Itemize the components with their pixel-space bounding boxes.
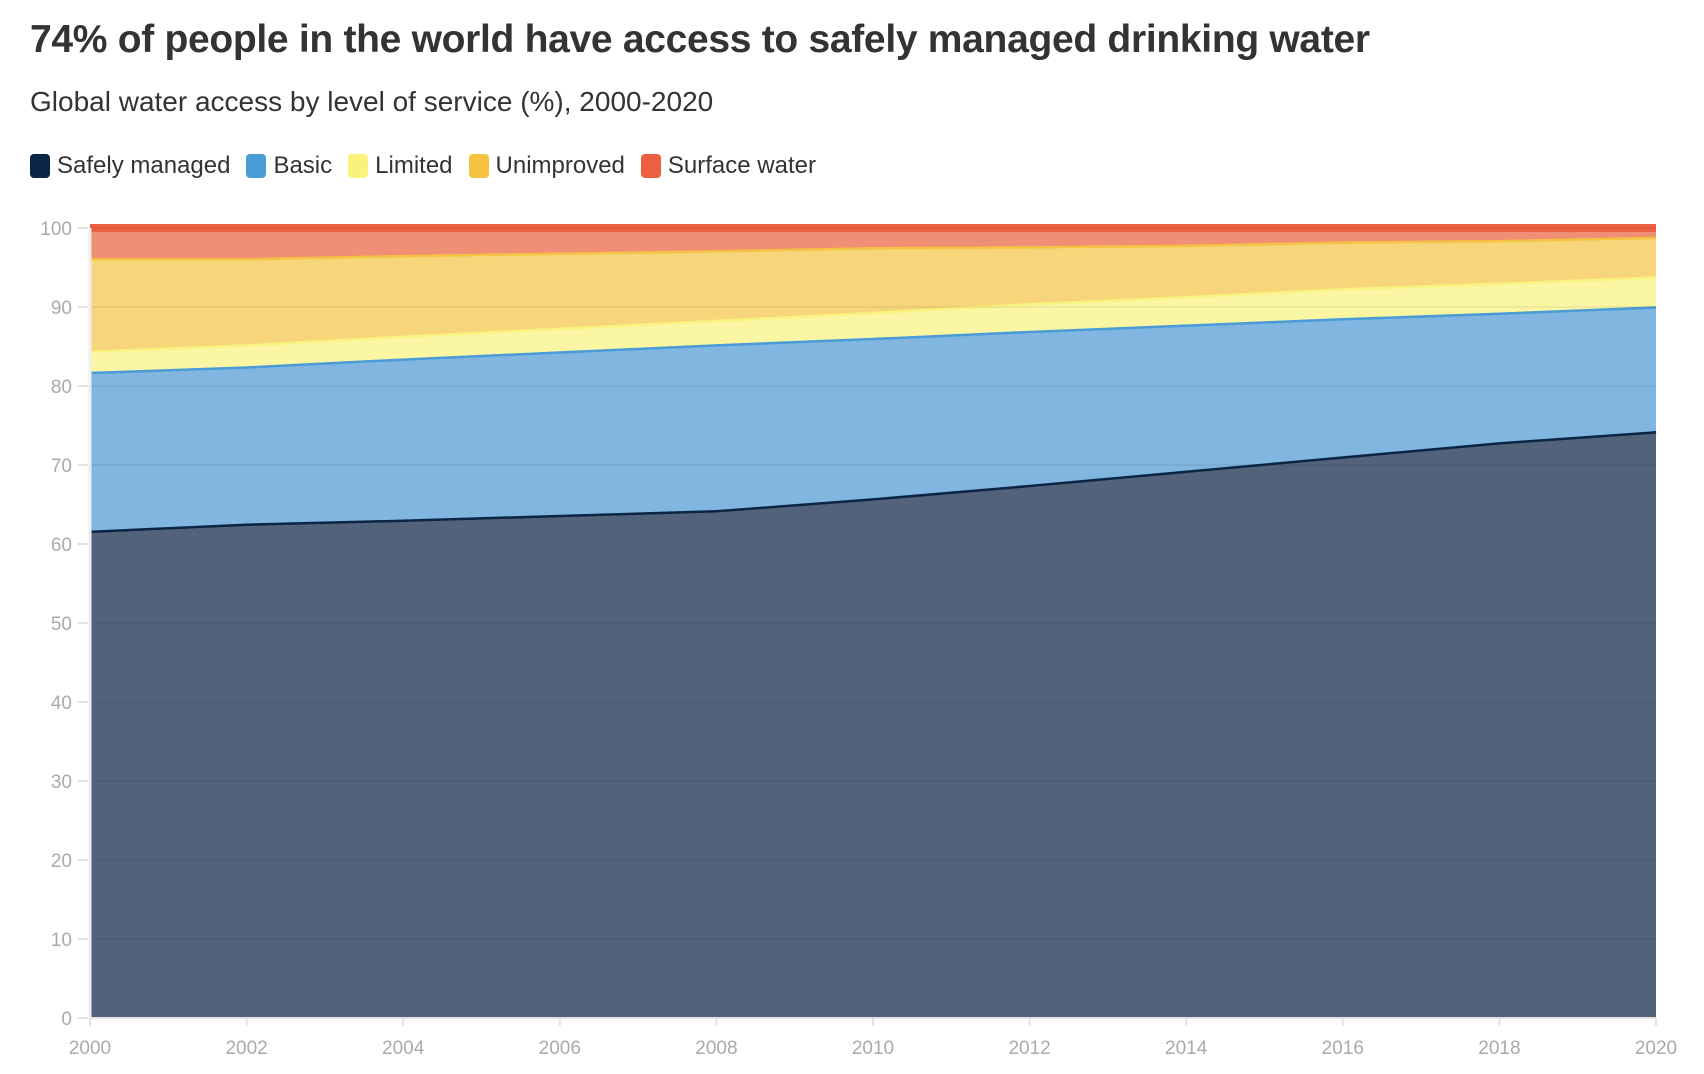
legend-label: Safely managed xyxy=(57,152,231,179)
area-limited xyxy=(90,276,1656,372)
chart-subtitle: Global water access by level of service … xyxy=(30,86,714,117)
y-tick-label: 60 xyxy=(51,535,72,556)
area-safely-managed xyxy=(90,431,1656,1018)
legend: Safely managed Basic Limited Unimproved Surf… xyxy=(30,152,816,180)
x-tick-label: 2020 xyxy=(1635,1038,1677,1059)
x-tick-label: 2008 xyxy=(695,1038,737,1059)
legend-swatch xyxy=(640,154,661,178)
legend-label: Surface water xyxy=(667,152,816,179)
y-tick-label: 50 xyxy=(51,614,72,635)
x-tick-label: 2016 xyxy=(1322,1038,1364,1059)
y-tick-label: 0 xyxy=(61,1009,72,1030)
area-surface-water xyxy=(90,228,1656,259)
x-tick-label: 2012 xyxy=(1008,1038,1050,1059)
legend-label: Basic xyxy=(273,152,333,179)
legend-item: Safely managed xyxy=(30,152,230,180)
legend-swatch xyxy=(30,154,50,178)
legend-item: Unimproved xyxy=(468,152,625,180)
y-tick-label: 100 xyxy=(40,219,72,240)
area-unimproved xyxy=(90,236,1656,351)
legend-item: Surface water xyxy=(640,152,816,180)
y-tick-label: 90 xyxy=(51,298,72,319)
y-tick-label: 20 xyxy=(51,851,72,872)
legend-swatch xyxy=(246,154,267,178)
y-tick-label: 40 xyxy=(51,693,72,714)
area-basic xyxy=(90,306,1656,531)
y-tick-label: 80 xyxy=(51,377,72,398)
legend-label: Unimproved xyxy=(495,152,625,179)
x-tick-label: 2004 xyxy=(382,1038,425,1059)
chart-title: 74% of people in the world have access t… xyxy=(30,18,1370,61)
x-tick-label: 2010 xyxy=(852,1038,894,1059)
x-tick-label: 2014 xyxy=(1165,1038,1208,1059)
x-tick-label: 2002 xyxy=(225,1038,267,1059)
x-tick-label: 2018 xyxy=(1478,1038,1520,1059)
x-tick-label: 2006 xyxy=(539,1038,581,1059)
legend-label: Limited xyxy=(375,152,453,179)
y-tick-label: 70 xyxy=(51,456,72,477)
legend-swatch xyxy=(348,154,369,178)
y-tick-label: 10 xyxy=(51,930,72,951)
legend-item: Basic xyxy=(246,152,332,180)
y-tick-label: 30 xyxy=(51,772,72,793)
legend-swatch xyxy=(468,154,489,178)
x-tick-label: 2000 xyxy=(69,1038,111,1059)
legend-item: Limited xyxy=(348,152,453,180)
